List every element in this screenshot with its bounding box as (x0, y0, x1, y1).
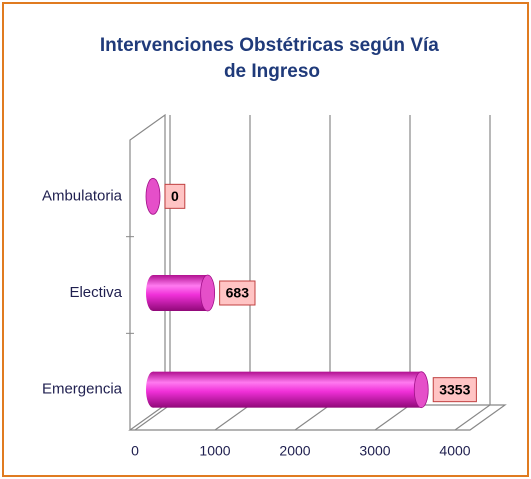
x-tick-label: 4000 (439, 443, 470, 459)
bar (146, 274, 216, 312)
value-label: 3353 (439, 381, 470, 397)
bar-start (146, 371, 160, 408)
bar (146, 371, 429, 409)
bar-start (146, 275, 160, 311)
chart-title: Intervenciones Obstétricas según Vía de … (100, 35, 444, 82)
value-label-box (219, 280, 256, 306)
y-tick-label: Ambulatoria (42, 187, 123, 204)
floor (128, 404, 507, 431)
left-wall (129, 113, 166, 430)
x-tick-label: 3000 (359, 443, 390, 459)
y-tick-label: Electiva (69, 284, 122, 301)
x-tick-label: 0 (131, 443, 139, 459)
y-tick-label: Emergencia (42, 381, 123, 398)
bar-cap (413, 371, 429, 409)
x-tick-label: 1000 (199, 443, 230, 459)
bar-body (153, 371, 422, 408)
grid-line (454, 115, 491, 431)
value-label-box (432, 377, 477, 403)
value-label-box (164, 183, 186, 209)
value-label: 683 (226, 285, 250, 301)
x-tick-label: 2000 (279, 443, 310, 459)
bar-body (153, 275, 208, 311)
value-label: 0 (171, 188, 179, 204)
bar (145, 177, 161, 215)
title-line: Intervenciones Obstétricas según Vía (100, 35, 439, 56)
bar-cap (145, 177, 161, 215)
bar-cap (200, 274, 216, 312)
title-line: de Ingreso (224, 61, 320, 82)
